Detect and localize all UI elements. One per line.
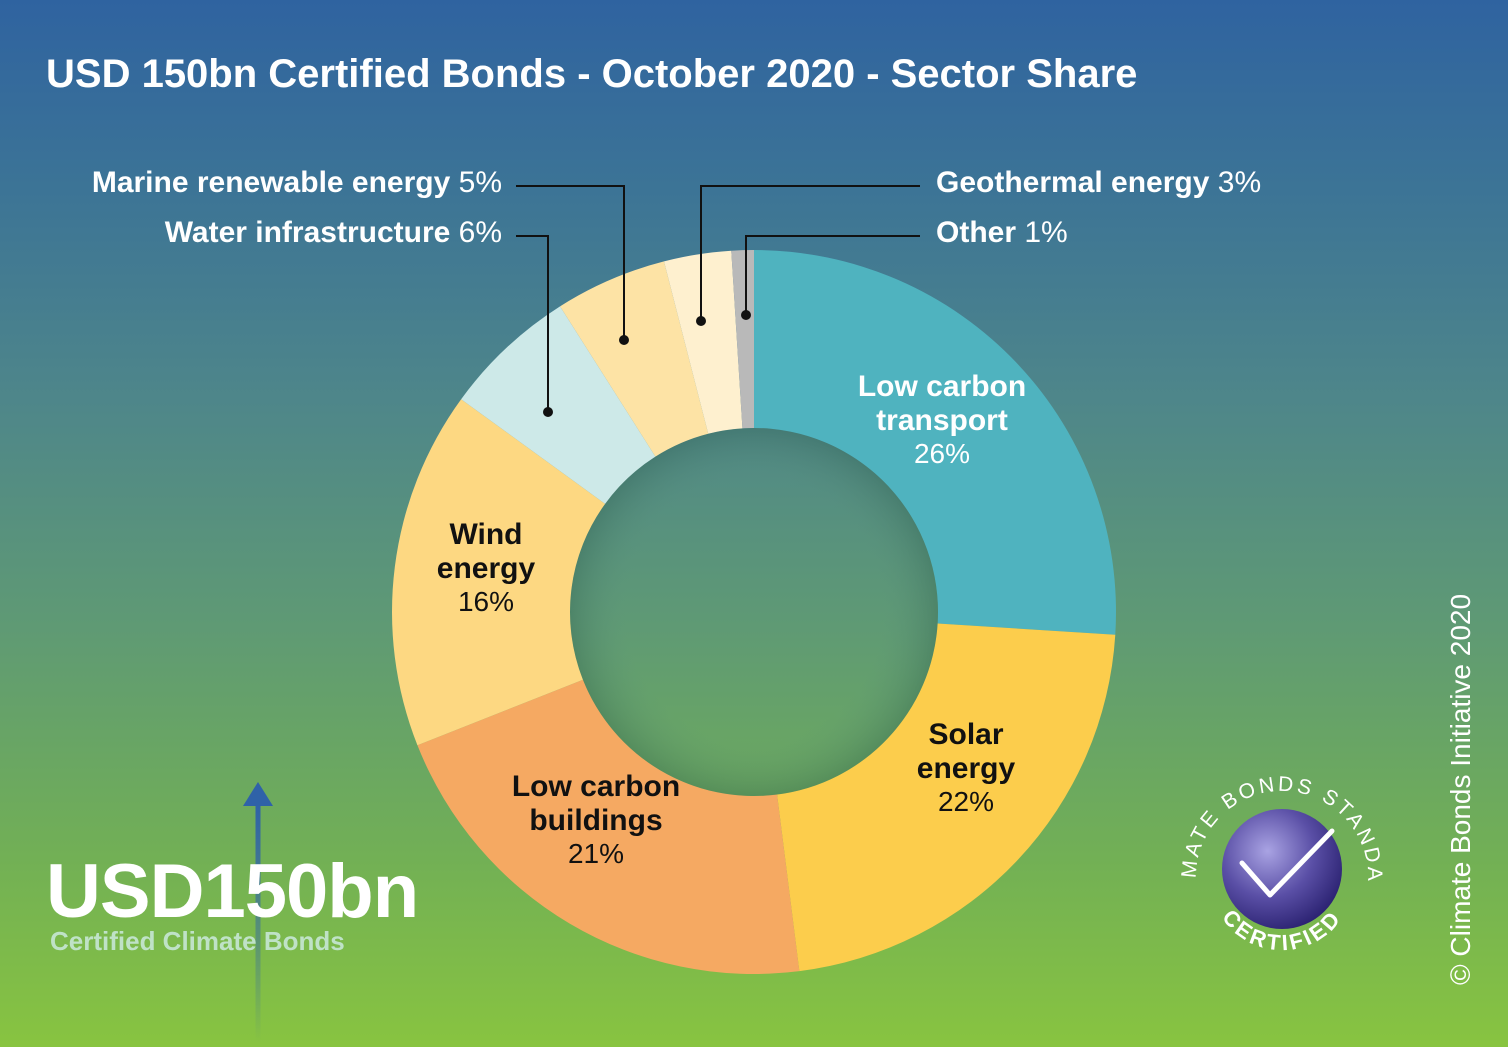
arrow-icon xyxy=(243,782,273,1042)
leader-dot-water-infrastructure xyxy=(543,407,553,417)
label-value: 5% xyxy=(458,166,502,199)
donut-hole-shade xyxy=(570,428,938,796)
label-value: 6% xyxy=(458,216,502,249)
label-name: energy xyxy=(916,752,1016,785)
label-solar-energy: Solar energy 22% xyxy=(816,718,1116,818)
label-water-infrastructure: Water infrastructure 6% xyxy=(165,216,502,250)
slice-solar-energy xyxy=(777,623,1116,972)
leader-dot-other xyxy=(741,310,751,320)
certified-seal: CLIMATE BONDS STANDARD CERTIFIED xyxy=(1172,765,1383,956)
slice-water-infrastructure xyxy=(461,306,656,504)
donut-slices xyxy=(392,250,1116,974)
leader-line-water-infrastructure xyxy=(516,235,549,412)
label-name: Water infrastructure xyxy=(164,216,459,249)
seal-globe xyxy=(1222,809,1342,929)
copyright-text: © Climate Bonds Initiative 2020 xyxy=(1445,593,1476,985)
label-geothermal-energy: Geothermal energy 3% xyxy=(936,166,1261,200)
leader-dot-geothermal-energy xyxy=(696,316,706,326)
label-value: 22% xyxy=(937,786,995,817)
label-name: Low carbon xyxy=(511,770,681,803)
label-name: transport xyxy=(876,404,1008,437)
label-name: Geothermal energy xyxy=(936,166,1218,199)
leader-line-other xyxy=(745,235,920,315)
leader-line-marine-renewable-energy xyxy=(516,185,625,340)
slice-marine-renewable-energy xyxy=(560,261,709,457)
label-value: 1% xyxy=(1024,216,1068,249)
slice-wind-energy xyxy=(392,399,606,746)
label-name: Other xyxy=(936,216,1025,249)
label-name: energy xyxy=(436,552,536,585)
label-wind-energy: Wind energy 16% xyxy=(336,518,636,618)
total-subtitle: Certified Climate Bonds xyxy=(50,926,345,956)
checkmark-icon xyxy=(1239,828,1335,898)
label-name: Wind xyxy=(449,518,523,551)
label-other: Other 1% xyxy=(936,216,1068,250)
slice-low-carbon-buildings xyxy=(417,679,800,974)
label-low-carbon-transport: Low carbon transport 26% xyxy=(792,370,1092,470)
leader-line-geothermal-energy xyxy=(700,185,920,321)
total-amount: USD150bn xyxy=(46,849,419,934)
label-name: Marine renewable energy xyxy=(91,166,459,199)
label-value: 3% xyxy=(1217,166,1262,199)
label-marine-renewable-energy: Marine renewable energy 5% xyxy=(92,166,502,200)
slice-low-carbon-transport xyxy=(754,250,1116,635)
label-low-carbon-buildings: Low carbon buildings 21% xyxy=(446,770,746,870)
label-name: Solar xyxy=(928,718,1004,751)
label-name: buildings xyxy=(529,804,663,837)
label-name: Low carbon xyxy=(857,370,1027,403)
label-value: 16% xyxy=(457,586,515,617)
chart-title: USD 150bn Certified Bonds - October 2020… xyxy=(46,52,1138,96)
label-value: 21% xyxy=(567,838,625,869)
leader-lines xyxy=(516,185,920,417)
slice-other xyxy=(731,250,754,429)
slice-geothermal-energy xyxy=(663,250,743,434)
label-value: 26% xyxy=(913,438,971,469)
leader-dot-marine-renewable-energy xyxy=(619,335,629,345)
